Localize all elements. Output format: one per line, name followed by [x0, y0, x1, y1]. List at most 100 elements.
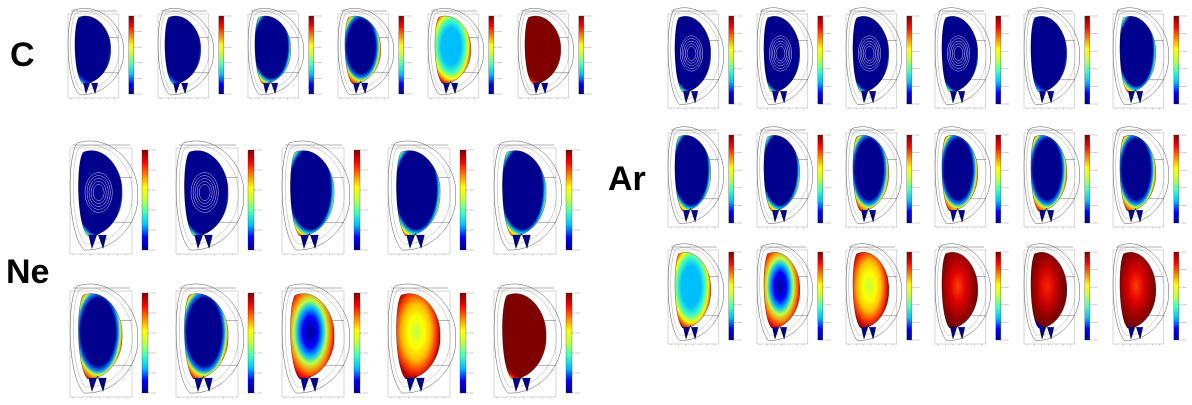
- vessel-wall: [337, 8, 394, 96]
- vessel-wall: [667, 126, 724, 224]
- panel-ar-2-3: [929, 243, 1011, 352]
- contour-plot: [67, 8, 142, 100]
- divertor-region: [1039, 324, 1055, 340]
- panel-ne-1-3: [382, 283, 482, 405]
- colorbar: [141, 292, 149, 394]
- vessel-wall: [387, 140, 456, 251]
- vessel-inner-wall: [937, 130, 987, 219]
- divertor-region: [950, 207, 966, 223]
- group-label-c: C: [10, 36, 35, 74]
- plasma-density-field: [290, 150, 335, 236]
- panel-ne-0-0: [64, 140, 164, 262]
- vessel-inner-wall: [520, 11, 570, 91]
- colorbar: [1173, 15, 1179, 105]
- plasma-density-field: [852, 252, 889, 328]
- colorbar: [906, 251, 912, 341]
- colorbar: [728, 251, 734, 341]
- vessel-wall: [157, 8, 214, 96]
- divertor-region: [300, 375, 319, 393]
- colorbar: [488, 15, 494, 95]
- colorbar: [1173, 251, 1179, 341]
- flux-contour: [680, 35, 703, 72]
- plasma-density-field: [674, 16, 711, 92]
- flux-contour: [861, 40, 878, 67]
- colorbar: [247, 149, 255, 251]
- colorbar: [728, 134, 734, 224]
- vessel-wall: [845, 126, 902, 224]
- divertor-region: [683, 207, 699, 223]
- flux-contour: [772, 40, 789, 67]
- divertor-region: [1128, 207, 1144, 223]
- plasma-density-field: [1030, 16, 1067, 92]
- vessel-inner-wall: [670, 247, 720, 336]
- plasma-density-field: [852, 16, 889, 92]
- plasma-density-field: [434, 15, 471, 84]
- vessel-inner-wall: [160, 11, 210, 91]
- flux-contour: [683, 40, 700, 67]
- vessel-wall: [934, 7, 991, 105]
- vessel-wall: [667, 7, 724, 105]
- vessel-inner-wall: [497, 288, 557, 388]
- flux-contour: [864, 46, 875, 61]
- contour-plot: [175, 140, 262, 256]
- divertor-region: [683, 88, 699, 104]
- vessel-inner-wall: [70, 11, 120, 91]
- flux-contour: [947, 35, 970, 72]
- divertor-region: [861, 88, 877, 104]
- plasma-density-field: [674, 252, 711, 328]
- plasma-density-field: [184, 150, 229, 236]
- plasma-density-field: [254, 15, 291, 84]
- contour-plot: [845, 126, 920, 229]
- panel-ar-0-5: [1107, 7, 1189, 116]
- vessel-inner-wall: [285, 145, 345, 245]
- panel-ar-0-2: [840, 7, 922, 116]
- divertor-region: [772, 324, 788, 340]
- contour-plot: [247, 8, 322, 100]
- vessel-inner-wall: [285, 288, 345, 388]
- panel-ar-1-5: [1107, 126, 1189, 235]
- plasma-density-field: [1030, 252, 1067, 328]
- flux-contour: [88, 178, 109, 207]
- contour-plot: [493, 140, 580, 256]
- flux-contour: [948, 38, 969, 69]
- vessel-wall: [69, 140, 138, 251]
- vessel-inner-wall: [391, 145, 451, 245]
- plasma-density-field: [763, 252, 800, 328]
- colorbar: [728, 15, 734, 105]
- vessel-inner-wall: [391, 288, 451, 388]
- panel-ne-0-3: [382, 140, 482, 262]
- colorbar: [906, 15, 912, 105]
- divertor-region: [173, 80, 189, 95]
- colorbar: [141, 149, 149, 251]
- contour-plot: [337, 8, 412, 100]
- contour-plot: [281, 283, 368, 399]
- panel-ar-0-1: [751, 7, 833, 116]
- panel-ar-2-4: [1018, 243, 1100, 352]
- vessel-wall: [281, 283, 350, 394]
- contour-plot: [667, 243, 742, 346]
- plasma-density-field: [396, 150, 441, 236]
- colorbar: [459, 292, 467, 394]
- divertor-region: [861, 207, 877, 223]
- colorbar: [995, 251, 1001, 341]
- contour-plot: [1023, 7, 1098, 110]
- plasma-density-field: [1119, 252, 1156, 328]
- group-label-ar: Ar: [608, 160, 646, 198]
- panel-c-0-0: [62, 8, 144, 106]
- colorbar: [128, 15, 134, 95]
- colorbar: [565, 292, 573, 394]
- divertor-region: [772, 207, 788, 223]
- contour-plot: [387, 140, 474, 256]
- divertor-region: [443, 80, 459, 95]
- vessel-inner-wall: [179, 145, 239, 245]
- panel-ne-0-4: [488, 140, 588, 262]
- vessel-wall: [845, 7, 902, 105]
- panel-ar-2-5: [1107, 243, 1189, 352]
- flux-contour: [190, 172, 219, 213]
- contour-plot: [175, 283, 262, 399]
- colorbar: [218, 15, 224, 95]
- flux-contour: [685, 43, 698, 64]
- divertor-region: [83, 80, 99, 95]
- contour-plot: [1112, 126, 1187, 229]
- divertor-region: [406, 232, 425, 250]
